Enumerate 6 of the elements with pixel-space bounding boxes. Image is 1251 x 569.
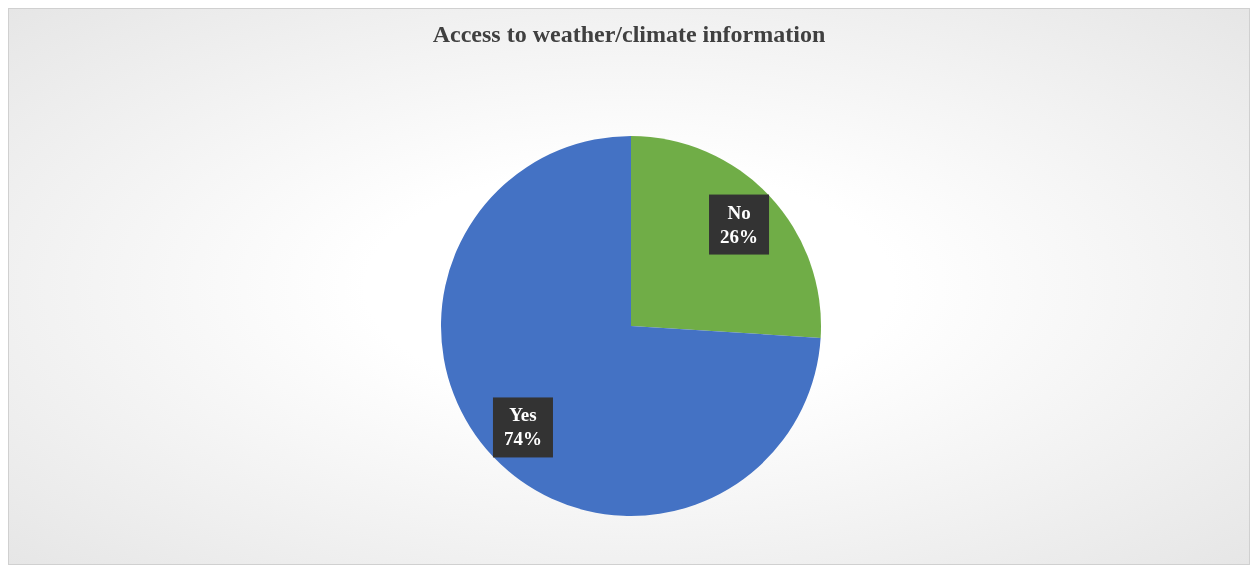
data-label: 74% [503, 428, 542, 450]
pie-slice [441, 136, 821, 516]
data-label: 26% [720, 225, 759, 247]
chart-title: Access to weather/climate information [431, 21, 827, 48]
slice-label: Yes [509, 404, 537, 426]
slice-label: No [727, 201, 751, 223]
